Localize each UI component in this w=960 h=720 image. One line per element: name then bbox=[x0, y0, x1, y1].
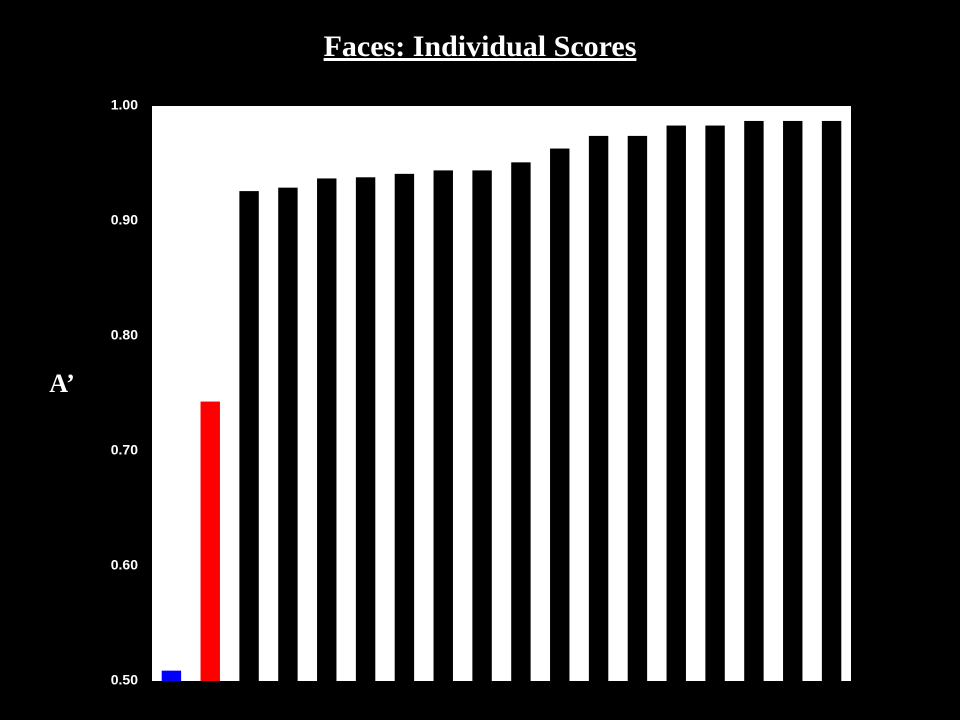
bar bbox=[705, 125, 725, 682]
bar bbox=[821, 120, 842, 681]
y-axis-label: A’ bbox=[49, 369, 75, 398]
y-tick-label: 1.00 bbox=[111, 97, 138, 113]
bar bbox=[161, 670, 182, 681]
bar bbox=[588, 135, 609, 681]
bar bbox=[511, 162, 531, 682]
bar bbox=[666, 125, 686, 682]
bar bbox=[317, 178, 337, 681]
bar bbox=[278, 187, 298, 681]
bar bbox=[355, 177, 376, 682]
chart-title: Faces: Individual Scores bbox=[324, 30, 637, 63]
bar bbox=[783, 120, 803, 681]
bar bbox=[550, 148, 570, 682]
bar bbox=[744, 120, 764, 681]
y-tick-label: 0.50 bbox=[111, 672, 138, 688]
bar bbox=[200, 401, 220, 681]
y-tick-label: 0.60 bbox=[111, 557, 138, 573]
bar bbox=[433, 170, 453, 681]
bar bbox=[394, 173, 415, 681]
bar bbox=[472, 170, 492, 681]
bar bbox=[627, 135, 648, 681]
y-tick-label: 0.80 bbox=[111, 327, 138, 343]
y-tick-label: 0.90 bbox=[111, 212, 138, 228]
bar bbox=[239, 191, 259, 681]
plot-area bbox=[152, 106, 851, 681]
y-tick-label: 0.70 bbox=[111, 442, 138, 458]
